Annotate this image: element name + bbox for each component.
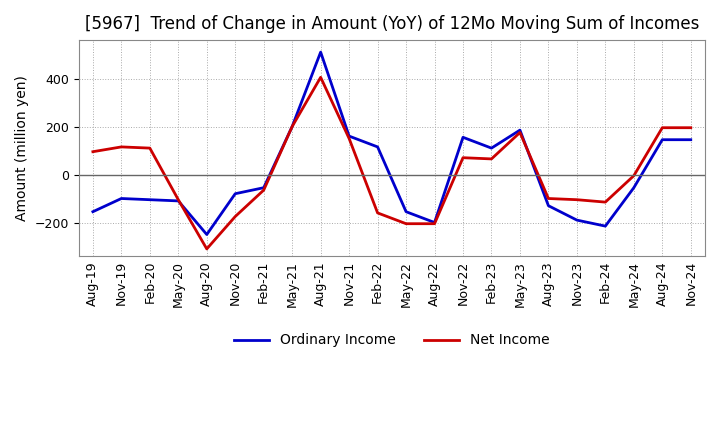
Net Income [202,246,211,252]
Net Income [487,156,496,161]
Ordinary Income [402,209,410,214]
Net Income [658,125,667,130]
Net Income [516,130,524,135]
Ordinary Income [89,209,97,214]
Legend: Ordinary Income, Net Income: Ordinary Income, Net Income [229,328,555,353]
Ordinary Income [373,144,382,150]
Net Income [316,75,325,80]
Ordinary Income [487,146,496,151]
Net Income [288,124,297,129]
Title: [5967]  Trend of Change in Amount (YoY) of 12Mo Moving Sum of Incomes: [5967] Trend of Change in Amount (YoY) o… [85,15,699,33]
Ordinary Income [516,128,524,133]
Net Income [459,155,467,160]
Ordinary Income [202,232,211,237]
Net Income [345,136,354,141]
Line: Net Income: Net Income [93,77,690,249]
Ordinary Income [431,220,439,225]
Net Income [259,187,268,193]
Ordinary Income [601,224,610,229]
Net Income [686,125,695,130]
Ordinary Income [145,197,154,202]
Ordinary Income [117,196,126,201]
Ordinary Income [572,217,581,223]
Ordinary Income [629,185,638,191]
Ordinary Income [658,137,667,143]
Ordinary Income [288,124,297,129]
Y-axis label: Amount (million yen): Amount (million yen) [15,75,29,221]
Net Income [601,199,610,205]
Net Income [544,196,553,201]
Ordinary Income [231,191,240,196]
Net Income [145,146,154,151]
Net Income [89,149,97,154]
Net Income [117,144,126,150]
Ordinary Income [345,133,354,139]
Line: Ordinary Income: Ordinary Income [93,52,690,235]
Net Income [629,173,638,178]
Ordinary Income [316,49,325,55]
Ordinary Income [459,135,467,140]
Net Income [572,197,581,202]
Net Income [174,197,183,202]
Ordinary Income [686,137,695,143]
Ordinary Income [259,185,268,191]
Ordinary Income [174,198,183,204]
Net Income [373,210,382,216]
Net Income [402,221,410,226]
Ordinary Income [544,203,553,209]
Net Income [431,221,439,226]
Net Income [231,214,240,219]
